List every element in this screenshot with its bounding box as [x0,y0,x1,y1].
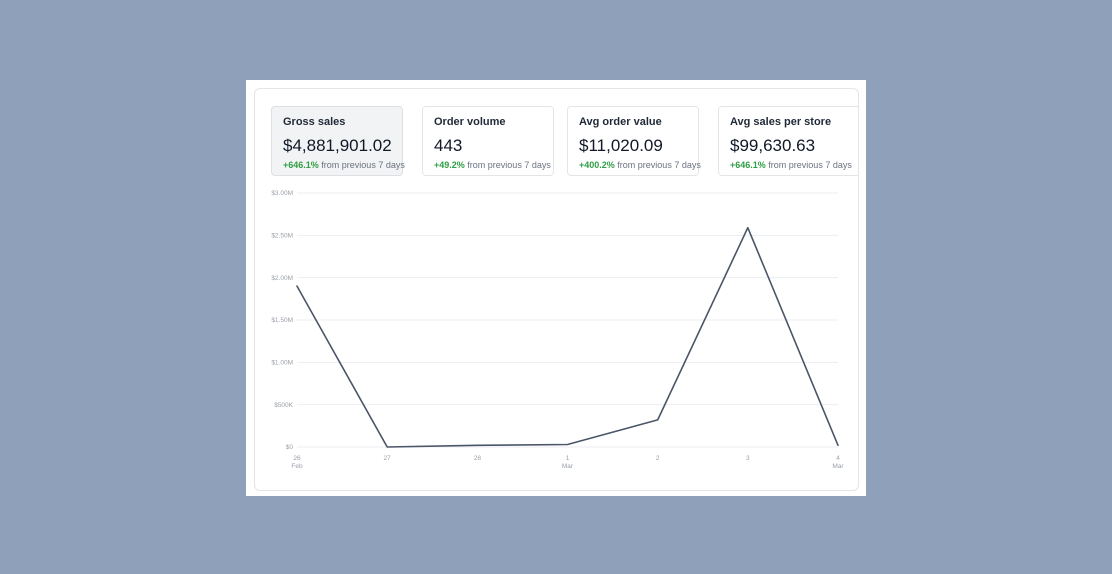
x-tick-label: 28 [474,455,482,462]
metric-label: Gross sales [283,116,346,128]
x-tick-sublabel: Mar [832,463,844,470]
metric-value: 443 [434,136,463,155]
metric-change-percent: +400.2% [579,160,615,170]
y-axis: $0 $500K $1.00M $1.50M $2.00M $2.50M $3.00M [271,190,293,451]
metric-value: $11,020.09 [579,136,663,155]
metric-label: Avg sales per store [730,116,832,128]
metric-label: Avg order value [579,116,662,128]
x-tick-label: 27 [384,455,392,462]
x-tick-label: 4 [836,455,840,462]
y-tick-label: $3.00M [271,190,293,197]
metric-change-note: from previous 7 days [768,160,852,170]
metric-value: $4,881,901.02 [283,136,392,155]
metric-tab-order-volume[interactable]: Order volume 443 +49.2% from previous 7 … [422,106,554,176]
metric-label: Order volume [434,116,506,128]
metric-tab-avg-order-value[interactable]: Avg order value $11,020.09 +400.2% from … [567,106,701,176]
metric-change: +400.2% from previous 7 days [579,160,701,170]
x-tick-label: 3 [746,455,750,462]
metric-change-percent: +49.2% [434,160,465,170]
x-tick-label: 26 [293,455,301,462]
y-tick-label: $500K [274,402,293,409]
x-tick-sublabel: Feb [291,463,303,470]
metric-change: +646.1% from previous 7 days [283,160,405,170]
y-tick-label: $0 [286,444,294,451]
metric-change-percent: +646.1% [283,160,319,170]
widget-frame: Gross sales $4,881,901.02 +646.1% from p… [246,80,866,496]
x-tick-label: 1 [566,455,570,462]
series-layer [296,226,839,448]
metric-value: $99,630.63 [730,136,816,155]
metric-change-note: from previous 7 days [321,160,405,170]
metric-tab-gross-sales[interactable]: Gross sales $4,881,901.02 +646.1% from p… [271,106,405,176]
y-tick-label: $2.00M [271,275,293,282]
metric-tab-avg-sales-per-store[interactable]: Avg sales per store $99,630.63 +646.1% f… [718,106,858,176]
metric-change: +49.2% from previous 7 days [434,160,553,170]
x-tick-label: 2 [656,455,660,462]
y-tick-label: $1.00M [271,360,293,367]
x-tick-sublabel: Mar [562,463,574,470]
metric-change-note: from previous 7 days [617,160,701,170]
gross-sales-line-chart: $0 $500K $1.00M $1.50M $2.00M $2.50M $3.00M 26… [271,190,844,470]
sales-overview-card: Gross sales $4,881,901.02 +646.1% from p… [254,88,859,491]
metric-change-note: from previous 7 days [467,160,551,170]
series-line-gross-sales [296,226,839,448]
metric-change: +646.1% from previous 7 days [730,160,858,170]
y-tick-label: $1.50M [271,317,293,324]
y-tick-label: $2.50M [271,233,293,240]
metric-change-percent: +646.1% [730,160,766,170]
chart-gridlines [297,192,838,448]
